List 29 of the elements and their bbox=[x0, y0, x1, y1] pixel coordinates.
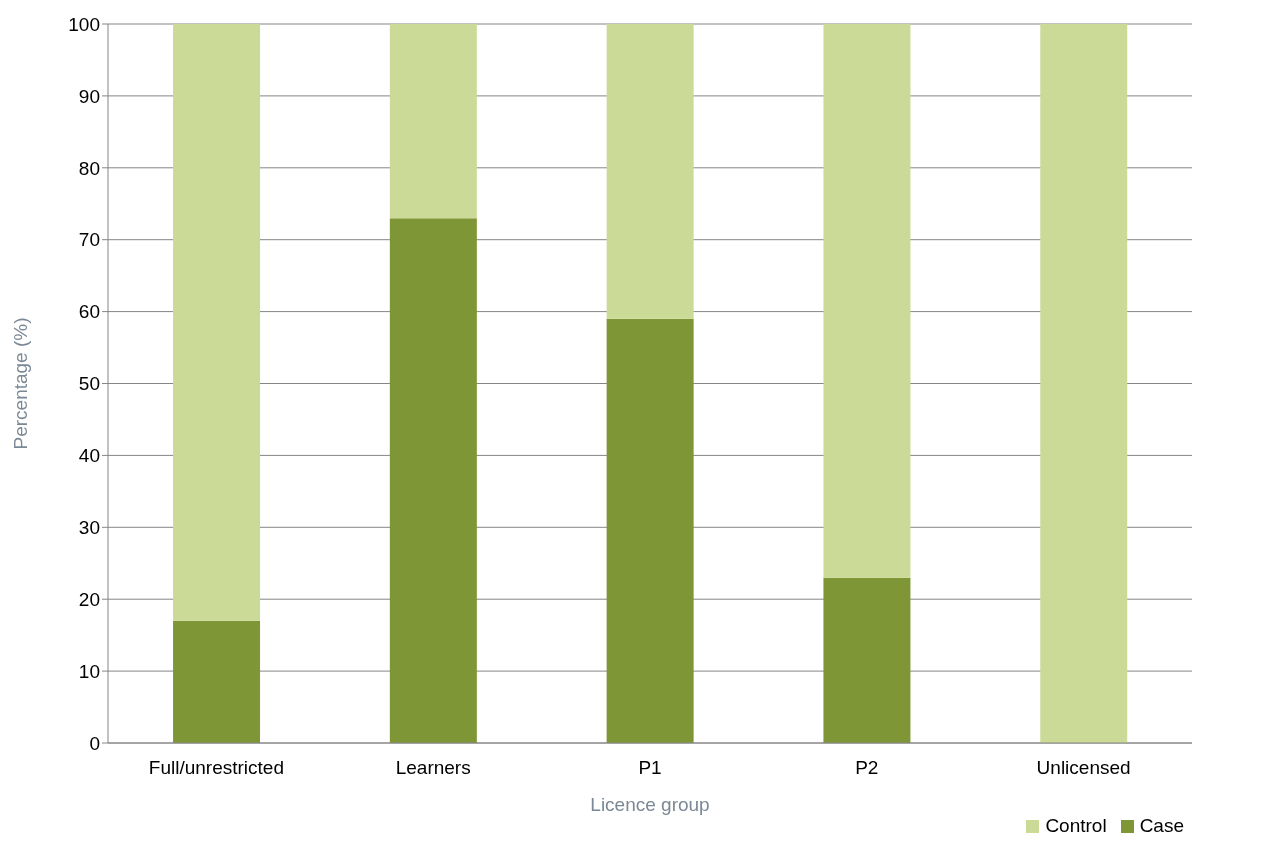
y-tick-label: 100 bbox=[68, 13, 100, 35]
bar bbox=[606, 318, 694, 743]
y-tick-label: 40 bbox=[78, 445, 100, 467]
y-tick-label: 50 bbox=[78, 373, 100, 395]
x-tick-label: P1 bbox=[638, 757, 662, 779]
x-tick-label: Unlicensed bbox=[1036, 757, 1131, 779]
x-tick-label: Learners bbox=[395, 757, 471, 779]
bar bbox=[1040, 24, 1128, 743]
bar bbox=[389, 24, 477, 219]
bar bbox=[173, 620, 261, 743]
y-tick-label: 20 bbox=[78, 588, 100, 610]
bar bbox=[823, 577, 911, 743]
y-tick-label: 30 bbox=[78, 517, 100, 539]
x-axis-title: Licence group bbox=[590, 794, 710, 815]
bar bbox=[389, 218, 477, 743]
bar bbox=[606, 24, 694, 319]
y-tick-label: 60 bbox=[78, 301, 100, 323]
legend-label: Case bbox=[1139, 815, 1184, 837]
x-tick-label: P2 bbox=[855, 757, 879, 779]
bar bbox=[173, 24, 261, 621]
legend-label: Control bbox=[1045, 815, 1107, 837]
y-tick-label: 90 bbox=[78, 85, 100, 107]
y-axis-title: Percentage (%) bbox=[9, 317, 31, 450]
y-tick-label: 10 bbox=[78, 660, 100, 682]
y-tick-label: 80 bbox=[78, 157, 100, 179]
y-tick-label: 0 bbox=[89, 732, 100, 754]
bar bbox=[823, 24, 911, 578]
y-tick-label: 70 bbox=[78, 229, 100, 251]
x-tick-label: Full/unrestricted bbox=[148, 757, 284, 779]
